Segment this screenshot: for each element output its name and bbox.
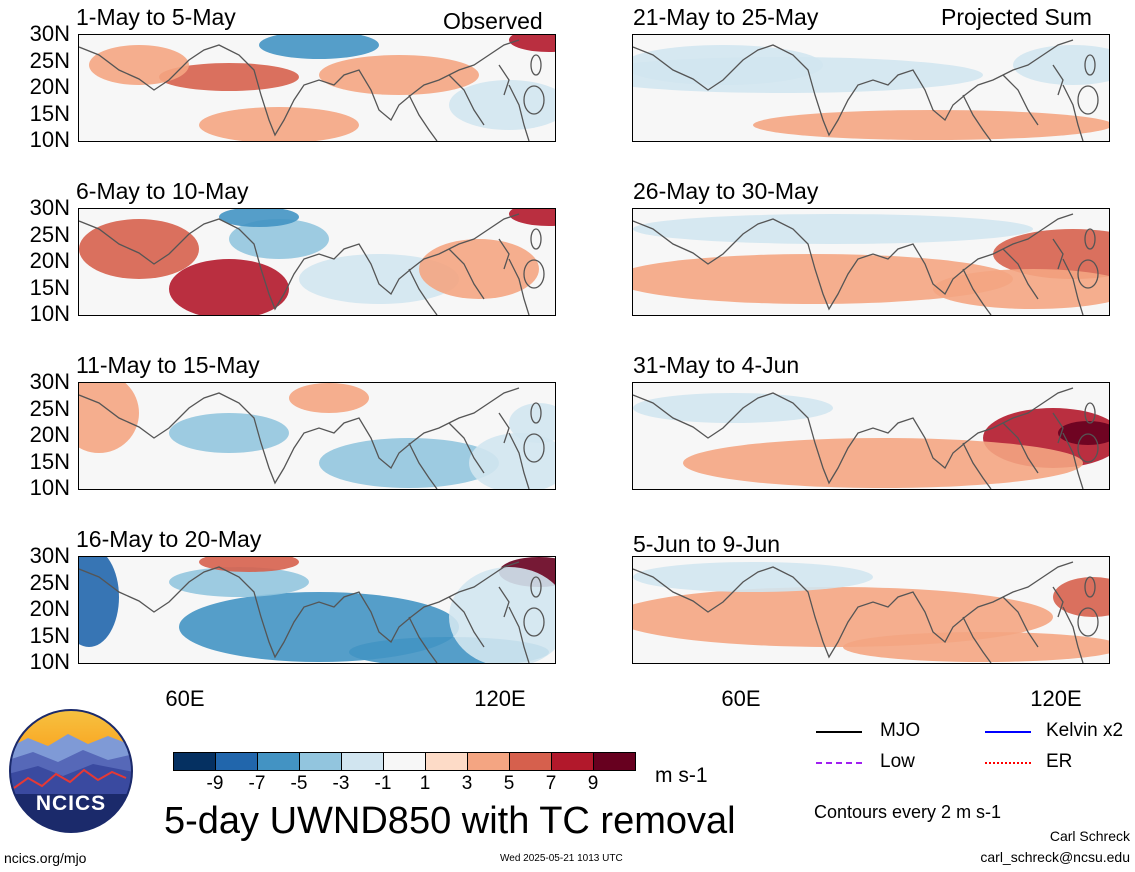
units-label: m s-1 [655, 764, 708, 787]
panel-title-left-2: 6-May to 10-May [76, 178, 249, 204]
colorbar-tick-label: -3 [332, 773, 350, 794]
legend-line-er [985, 762, 1031, 764]
colorbar-tick-label: -7 [248, 773, 266, 794]
lon-label-120e-right: 120E [1030, 686, 1082, 711]
colorbar-cell [300, 753, 342, 770]
contours-note: Contours every 2 m s-1 [814, 802, 1002, 822]
colorbar-tick-label: 5 [503, 773, 515, 794]
lat-label: 10N [29, 475, 70, 500]
panel-title-left-4: 16-May to 20-May [76, 526, 262, 552]
map-panel-left-3 [78, 382, 556, 490]
colorbar-cell [552, 753, 594, 770]
lat-label: 10N [29, 301, 70, 326]
lat-label: 20N [29, 248, 70, 273]
panel-title-right-2: 26-May to 30-May [633, 178, 819, 204]
colorbar-tick-label: 9 [587, 773, 599, 794]
lat-label: 15N [29, 622, 70, 648]
lat-label: 15N [29, 274, 70, 300]
lat-label: 25N [29, 47, 70, 73]
map-panel-right-3 [632, 382, 1110, 490]
colorbar-cell [216, 753, 258, 770]
ncics-logo-text: NCICS [35, 792, 107, 815]
colorbar-cell [426, 753, 468, 770]
timestamp: Wed 2025-05-21 1013 UTC [500, 853, 623, 864]
legend-label-low: Low [880, 751, 915, 772]
colorbar-cell [258, 753, 300, 770]
lon-label-60e-left: 60E [165, 686, 205, 711]
main-title: 5-day UWND850 with TC removal [164, 800, 736, 842]
colorbar-tick-label: -1 [374, 773, 392, 794]
lat-label: 30N [29, 195, 70, 220]
legend-line-mjo [816, 731, 862, 733]
lat-label: 15N [29, 100, 70, 126]
lat-label: 10N [29, 127, 70, 152]
panel-title-left-1: 1-May to 5-May [76, 4, 236, 30]
author-name: Carl Schreck [1049, 828, 1130, 844]
lat-label: 10N [29, 649, 70, 674]
legend-label-mjo: MJO [880, 720, 921, 741]
legend-line-kelvin [985, 731, 1031, 733]
source-url[interactable]: ncics.org/mjo [4, 850, 87, 866]
colorbar-tick-label: -5 [290, 773, 308, 794]
panel-title-right-3: 31-May to 4-Jun [633, 352, 800, 378]
lat-label: 25N [29, 569, 70, 595]
panel-title-left-3: 11-May to 15-May [76, 352, 260, 378]
colorbar-tick-label: -9 [206, 773, 224, 794]
colorbar-cell [468, 753, 510, 770]
colorbar-cell [594, 753, 635, 770]
colorbar-cell [174, 753, 216, 770]
colorbar-cell [384, 753, 426, 770]
lat-label: 20N [29, 596, 70, 621]
colorbar-tick-label: 1 [419, 773, 431, 794]
lat-label: 30N [29, 21, 70, 46]
colorbar-cell [342, 753, 384, 770]
projected-label: Projected Sum [941, 4, 1092, 30]
legend-label-kelvin: Kelvin x2 [1046, 720, 1124, 741]
lat-label: 20N [29, 74, 70, 99]
ncics-logo: NCICS [8, 708, 134, 834]
legend-line-low [816, 762, 862, 764]
map-panel-left-4 [78, 556, 556, 664]
lat-label: 25N [29, 395, 70, 421]
panel-title-right-1: 21-May to 25-May [633, 4, 819, 30]
map-panel-right-2 [632, 208, 1110, 316]
observed-label: Observed [443, 8, 543, 34]
lat-label: 20N [29, 422, 70, 447]
lon-label-120e-left: 120E [474, 686, 526, 711]
lat-label: 30N [29, 543, 70, 568]
lat-label: 15N [29, 448, 70, 474]
panel-title-right-4: 5-Jun to 9-Jun [633, 531, 781, 557]
colorbar-tick-label: 7 [545, 773, 557, 794]
author-email: carl_schreck@ncsu.edu [980, 849, 1130, 865]
colorbar-cell [510, 753, 552, 770]
colorbar [173, 752, 636, 771]
lon-label-60e-right: 60E [721, 686, 761, 711]
map-panel-left-2 [78, 208, 556, 316]
lat-label: 25N [29, 221, 70, 247]
map-panel-right-4 [632, 556, 1110, 664]
map-panel-right-1 [632, 34, 1110, 142]
legend-label-er: ER [1046, 751, 1073, 772]
lat-label: 30N [29, 369, 70, 394]
colorbar-tick-label: 3 [461, 773, 473, 794]
map-panel-left-1 [78, 34, 556, 142]
